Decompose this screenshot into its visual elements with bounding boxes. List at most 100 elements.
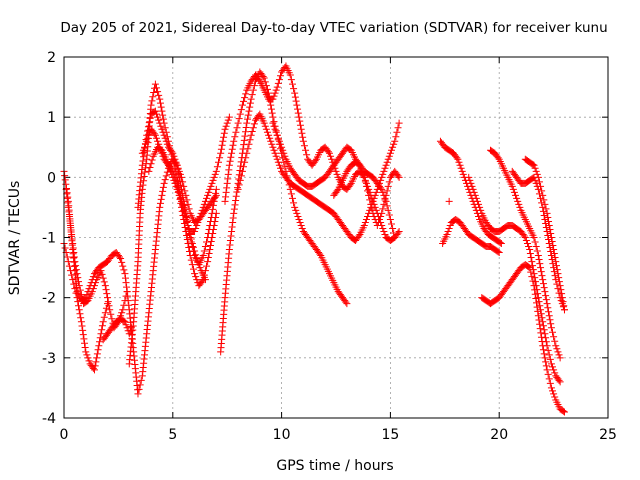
marker-0-0-2 bbox=[61, 176, 69, 184]
data-point-8-7 bbox=[247, 95, 255, 103]
marker-9-18-2 bbox=[302, 146, 310, 154]
marker-10-9-3 bbox=[277, 164, 285, 172]
marker-7-7-1 bbox=[176, 194, 184, 202]
marker-4-9-1 bbox=[161, 124, 169, 132]
marker-5-1-1 bbox=[139, 157, 147, 165]
data-point-5-4 bbox=[151, 107, 159, 115]
marker-6-15-5 bbox=[207, 238, 215, 246]
marker-7-9-1 bbox=[185, 226, 193, 234]
marker-17-1-3 bbox=[494, 154, 502, 162]
marker-18-11-1 bbox=[557, 297, 565, 305]
marker-15-15-1 bbox=[544, 370, 552, 378]
marker-2-2-3 bbox=[73, 270, 81, 278]
marker-11-1-2 bbox=[275, 137, 283, 145]
data-point-19-3 bbox=[534, 173, 542, 181]
marker-9-24-1 bbox=[327, 152, 335, 160]
marker-12-8-3 bbox=[368, 205, 376, 213]
marker-9-17-1 bbox=[296, 117, 304, 125]
marker-9-4-1 bbox=[240, 97, 248, 105]
marker-8-2-7 bbox=[229, 214, 237, 222]
data-point-11-25 bbox=[378, 185, 386, 193]
series-10 bbox=[234, 110, 403, 245]
marker-5-9-1 bbox=[174, 165, 182, 173]
marker-16-15-5 bbox=[534, 290, 542, 298]
marker-15-15-3 bbox=[546, 379, 554, 387]
chart-title: Day 205 of 2021, Sidereal Day-to-day VTE… bbox=[60, 20, 607, 36]
marker-9-2-2 bbox=[232, 128, 240, 136]
marker-11-25-1 bbox=[379, 188, 387, 196]
data-point-4-8 bbox=[156, 95, 164, 103]
marker-7-11-1 bbox=[194, 258, 202, 266]
marker-17-13-3 bbox=[545, 312, 553, 320]
marker-19-5-4 bbox=[546, 225, 554, 233]
series-8 bbox=[217, 68, 351, 356]
data-point-2-9 bbox=[101, 282, 109, 290]
marker-16-15-3 bbox=[532, 282, 540, 290]
marker-12-10-2 bbox=[376, 215, 384, 223]
marker-9-0-3 bbox=[223, 184, 231, 192]
marker-8-5-5 bbox=[242, 128, 250, 136]
marker-9-18-3 bbox=[303, 151, 311, 159]
marker-7-4-2 bbox=[164, 161, 172, 169]
marker-15-13-4 bbox=[537, 329, 545, 337]
marker-2-0-4 bbox=[64, 203, 72, 211]
data-point-5-8 bbox=[169, 149, 177, 157]
x-tick-label-3: 15 bbox=[381, 427, 399, 443]
marker-11-27-2 bbox=[389, 224, 397, 232]
marker-5-7-3 bbox=[168, 148, 176, 156]
marker-6-15-2 bbox=[205, 250, 213, 258]
marker-2-8-2 bbox=[99, 274, 107, 282]
marker-0-26-3 bbox=[176, 170, 184, 178]
data-point-10-36 bbox=[391, 137, 399, 145]
marker-10-8-2 bbox=[271, 149, 279, 157]
marker-15-14-1 bbox=[539, 346, 547, 354]
marker-2-0-6 bbox=[65, 212, 73, 220]
marker-1-7-3 bbox=[93, 354, 101, 362]
marker-11-2-3 bbox=[281, 152, 289, 160]
data-point-17-5 bbox=[508, 182, 516, 190]
data-point-12-11 bbox=[378, 209, 386, 217]
marker-5-15-2 bbox=[201, 243, 209, 251]
marker-12-6-3 bbox=[359, 170, 367, 178]
marker-17-15-2 bbox=[554, 348, 562, 356]
data-point-16-17 bbox=[539, 318, 547, 326]
data-point-19-5 bbox=[543, 209, 551, 217]
marker-1-4-2 bbox=[79, 326, 87, 334]
data-point-2-3 bbox=[75, 282, 83, 290]
data-point-0-17 bbox=[134, 390, 142, 398]
marker-19-4-3 bbox=[542, 205, 550, 213]
data-point-15-15 bbox=[543, 366, 551, 374]
marker-15-13-5 bbox=[537, 333, 545, 341]
marker-10-8-3 bbox=[272, 152, 280, 160]
marker-2-10-1 bbox=[107, 310, 115, 318]
marker-16-19-3 bbox=[551, 369, 559, 377]
marker-4-23-2 bbox=[223, 119, 231, 127]
marker-15-16-2 bbox=[550, 390, 558, 398]
marker-9-12-1 bbox=[274, 79, 282, 87]
marker-5-4-1 bbox=[152, 110, 160, 118]
marker-6-1-2 bbox=[145, 131, 153, 139]
marker-5-6-3 bbox=[163, 140, 171, 148]
marker-8-3-1 bbox=[230, 205, 238, 213]
marker-10-33-1 bbox=[379, 170, 387, 178]
data-point-19-7 bbox=[552, 258, 560, 266]
marker-8-3-3 bbox=[232, 197, 240, 205]
data-point-6-12 bbox=[191, 270, 199, 278]
marker-10-9-2 bbox=[275, 161, 283, 169]
marker-0-13-1 bbox=[118, 258, 126, 266]
marker-5-8-3 bbox=[172, 158, 180, 166]
data-point-12-12 bbox=[382, 191, 390, 199]
marker-9-1-1 bbox=[226, 157, 234, 165]
data-point-12-7 bbox=[360, 173, 368, 181]
marker-12-14-3 bbox=[394, 172, 402, 180]
marker-6-12-1 bbox=[192, 273, 200, 281]
data-point-15-19 bbox=[560, 408, 568, 416]
data-point-16-13 bbox=[521, 234, 529, 241]
marker-12-10-3 bbox=[377, 212, 385, 220]
marker-16-2-1 bbox=[475, 200, 483, 208]
marker-0-17-2 bbox=[136, 381, 144, 389]
data-point-9-16 bbox=[291, 89, 299, 97]
marker-2-3-2 bbox=[77, 291, 85, 299]
data-point-1-2 bbox=[69, 276, 77, 284]
marker-8-6-5 bbox=[246, 99, 254, 107]
